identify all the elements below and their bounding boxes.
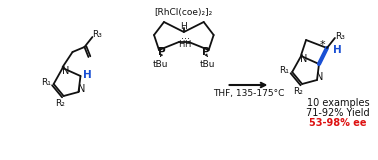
Text: P: P <box>158 47 166 57</box>
Text: N: N <box>62 66 69 76</box>
Text: H: H <box>178 40 184 48</box>
Text: H: H <box>83 70 92 80</box>
Text: 71-92% Yield: 71-92% Yield <box>306 108 370 118</box>
Text: R₃: R₃ <box>335 32 345 40</box>
Text: H: H <box>184 40 190 48</box>
Text: 10 examples: 10 examples <box>307 98 369 108</box>
Text: H: H <box>333 45 341 55</box>
Text: THF, 135-175°C: THF, 135-175°C <box>213 88 284 97</box>
Text: [RhCl(coe)₂]₂: [RhCl(coe)₂]₂ <box>155 8 213 16</box>
Text: H: H <box>180 21 187 31</box>
Text: *: * <box>319 40 325 50</box>
Text: R₁: R₁ <box>279 65 289 75</box>
Text: P: P <box>202 47 209 57</box>
Text: 53-98% ee: 53-98% ee <box>309 118 367 128</box>
Text: R₃: R₃ <box>93 29 102 39</box>
Text: ···: ··· <box>181 34 191 44</box>
Text: N: N <box>316 72 324 82</box>
Text: tBu: tBu <box>152 60 168 68</box>
Text: N: N <box>301 54 308 64</box>
Text: N: N <box>78 84 85 94</box>
Text: tBu: tBu <box>200 60 215 68</box>
Text: R₂: R₂ <box>55 99 65 108</box>
Text: R₁: R₁ <box>41 77 51 87</box>
Text: R₂: R₂ <box>293 87 303 96</box>
